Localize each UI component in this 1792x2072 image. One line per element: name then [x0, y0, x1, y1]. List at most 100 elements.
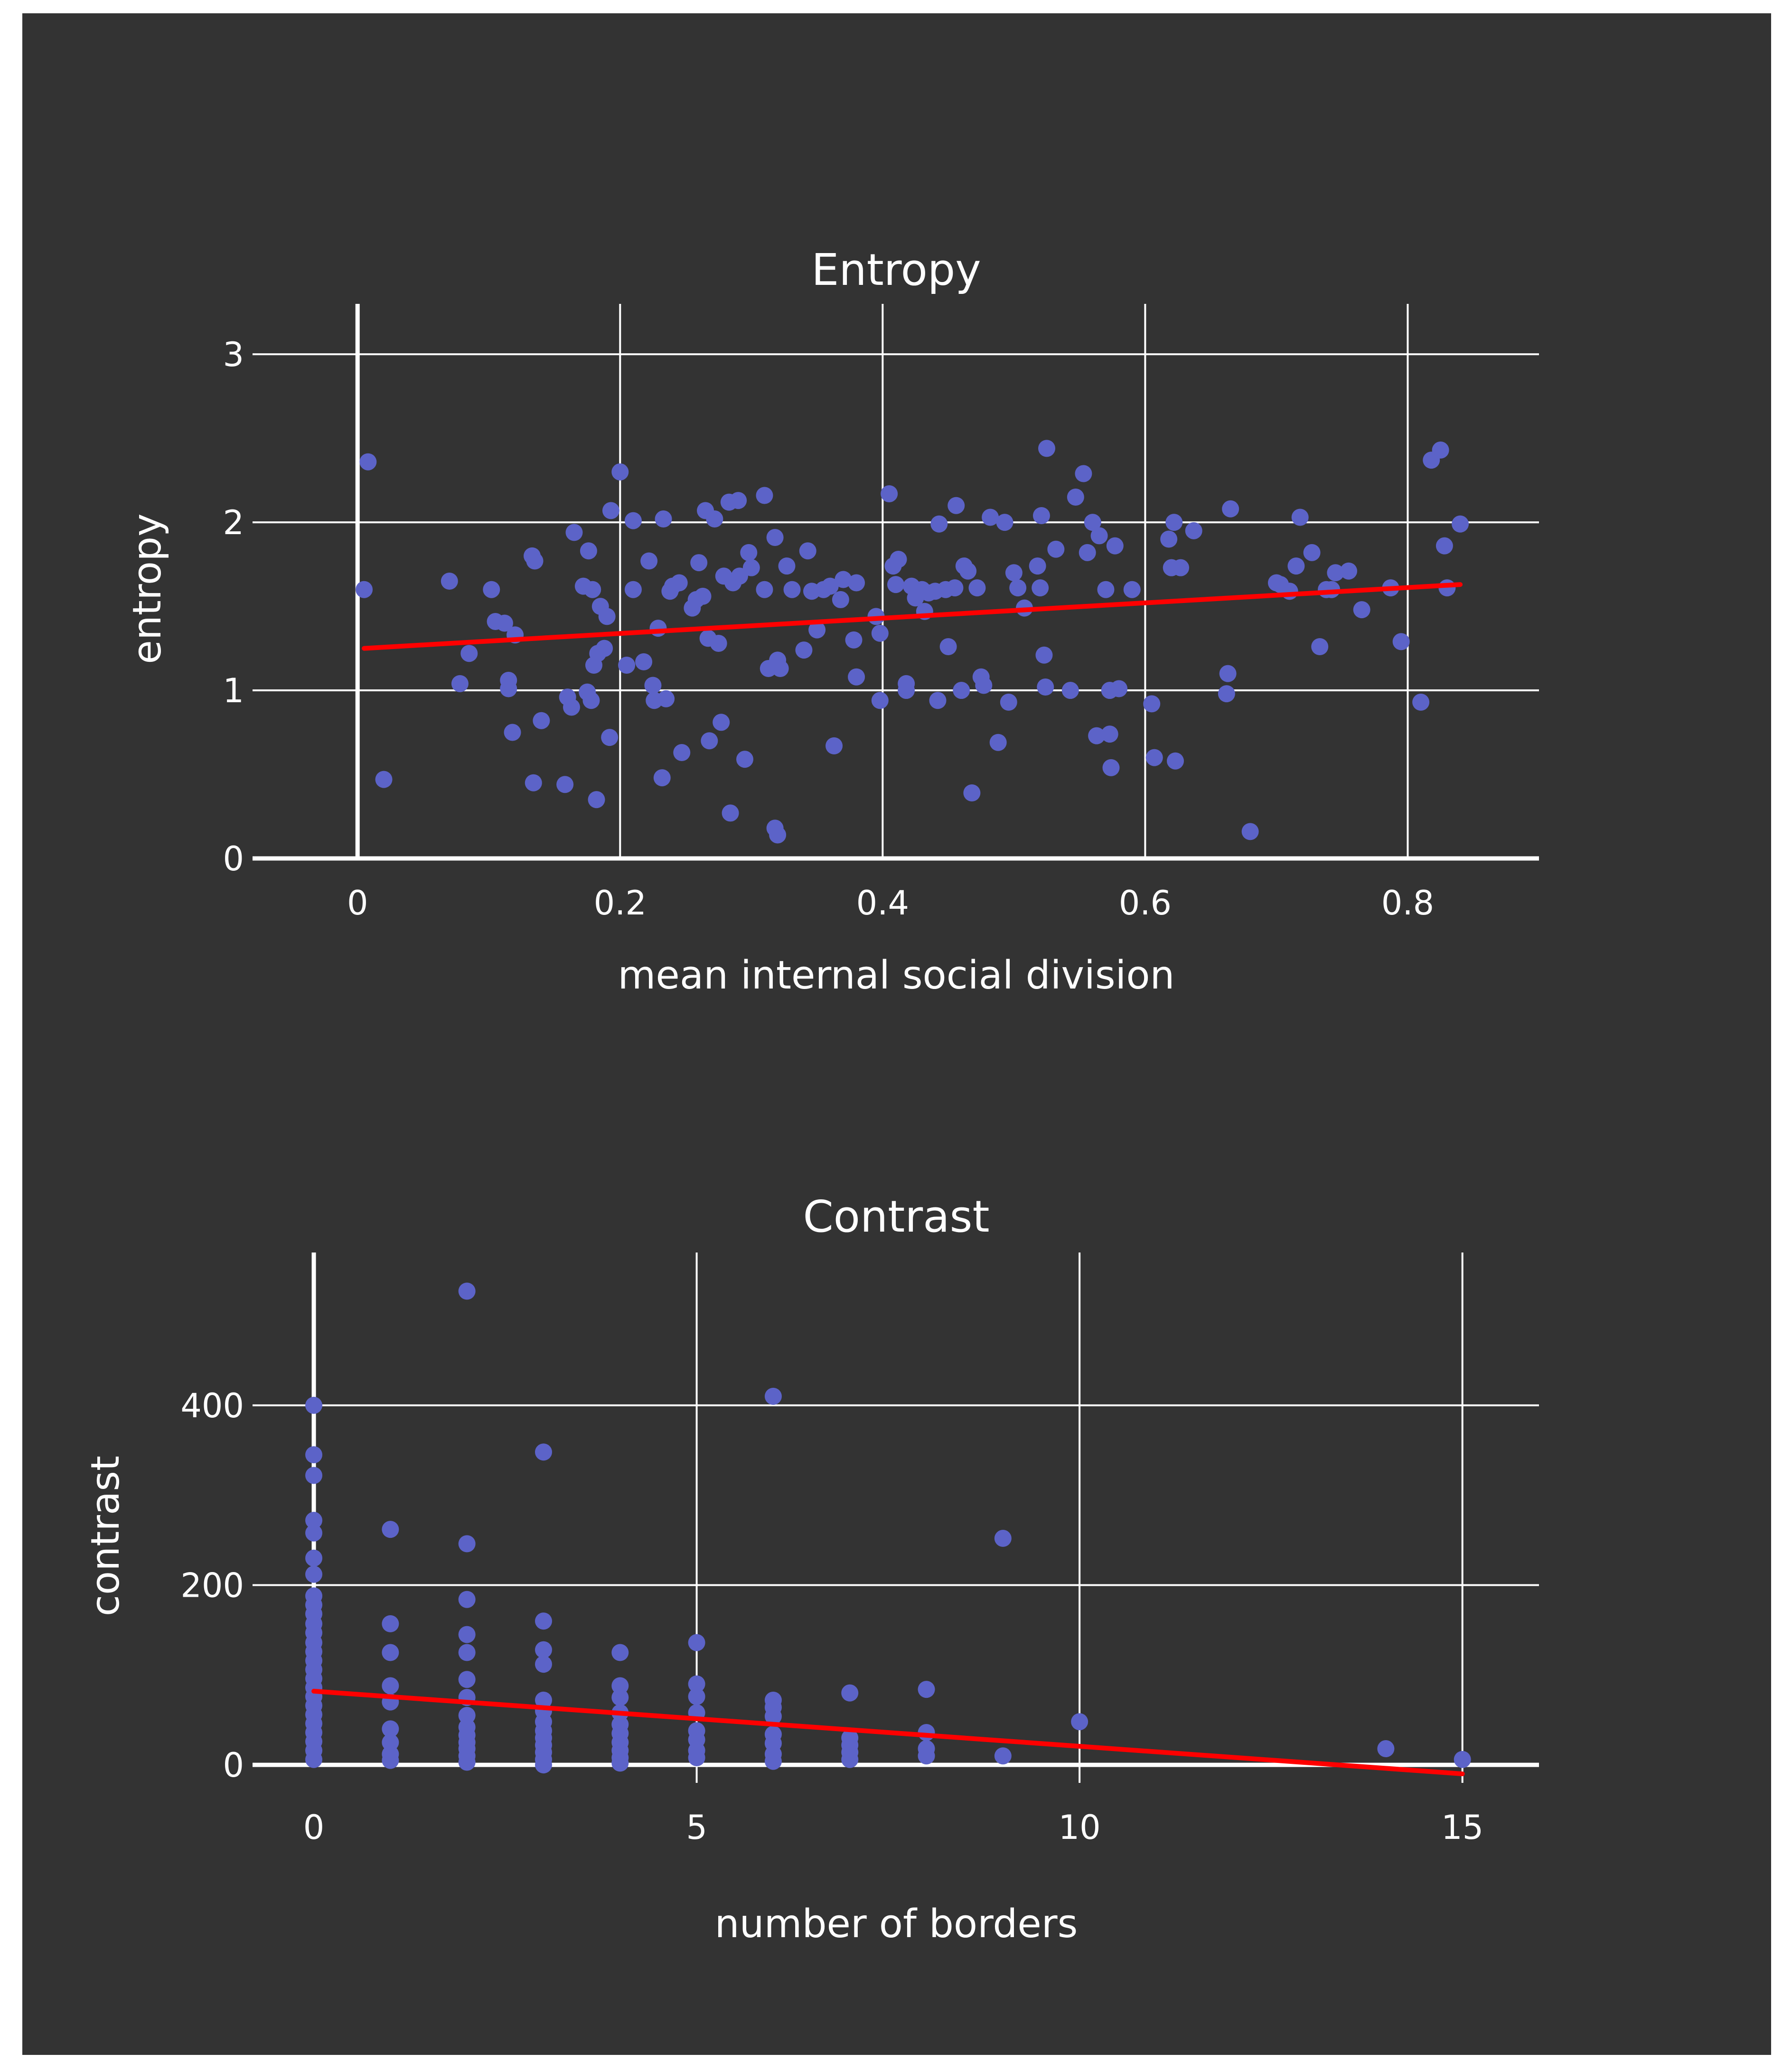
- contrast-point: [1454, 1751, 1471, 1768]
- entropy-point: [1000, 693, 1017, 711]
- entropy-trendline: [362, 582, 1463, 651]
- contrast-point: [382, 1733, 399, 1751]
- entropy-point: [1172, 559, 1190, 576]
- contrast-point: [841, 1684, 859, 1702]
- entropy-point: [848, 574, 865, 592]
- entropy-point: [881, 485, 898, 502]
- entropy-xtick-label: 0.8: [1381, 884, 1434, 923]
- entropy-point: [826, 737, 843, 754]
- entropy-point: [799, 542, 816, 560]
- entropy-point: [1145, 749, 1163, 766]
- entropy-point: [451, 675, 469, 692]
- entropy-point: [694, 587, 712, 605]
- entropy-point: [808, 621, 826, 639]
- entropy-point: [1110, 680, 1128, 697]
- entropy-point: [756, 487, 773, 504]
- entropy-point: [1222, 500, 1239, 518]
- entropy-point: [582, 692, 600, 709]
- contrast-ytick-label: 200: [180, 1566, 244, 1605]
- entropy-point: [375, 771, 393, 788]
- contrast-point: [611, 1644, 629, 1661]
- entropy-xtick-label: 0.6: [1119, 884, 1172, 923]
- entropy-ytick-label: 3: [223, 335, 244, 374]
- entropy-point: [533, 712, 550, 729]
- contrast-ylabel: contrast: [83, 1456, 128, 1616]
- contrast-point: [305, 1751, 323, 1768]
- contrast-point: [382, 1615, 399, 1632]
- entropy-point: [975, 677, 993, 694]
- entropy-point: [783, 581, 801, 598]
- contrast-point: [305, 1512, 323, 1529]
- entropy-point: [730, 492, 747, 509]
- contrast-point: [688, 1675, 705, 1693]
- contrast-point: [382, 1677, 399, 1695]
- entropy-ticks: 0 0.2 0.4 0.6 0.8 0 1 2 3: [223, 335, 1434, 923]
- contrast-point: [305, 1396, 323, 1414]
- contrast-point: [688, 1634, 705, 1651]
- contrast-xtick-label: 15: [1441, 1808, 1483, 1847]
- entropy-point: [736, 751, 753, 768]
- entropy-point: [1075, 465, 1092, 482]
- contrast-xtick-label: 0: [303, 1808, 325, 1847]
- entropy-point: [598, 608, 616, 625]
- entropy-point: [832, 591, 849, 608]
- entropy-point: [756, 581, 773, 598]
- entropy-point: [653, 769, 671, 787]
- entropy-point: [460, 645, 478, 662]
- entropy-point: [982, 509, 999, 526]
- entropy-point: [359, 453, 377, 471]
- contrast-axes: [253, 1253, 1539, 1767]
- entropy-point: [1452, 515, 1469, 533]
- contrast-point: [994, 1530, 1012, 1547]
- entropy-point: [1079, 544, 1096, 561]
- contrast-point: [458, 1707, 476, 1724]
- contrast-point: [305, 1446, 323, 1463]
- entropy-point: [731, 567, 748, 585]
- entropy-point: [946, 579, 964, 597]
- contrast-xlabel: number of borders: [715, 1902, 1078, 1947]
- entropy-point: [525, 774, 542, 791]
- entropy-point: [1047, 540, 1065, 558]
- entropy-point: [624, 512, 642, 529]
- entropy-point: [1032, 579, 1049, 597]
- entropy-point: [1432, 441, 1449, 459]
- contrast-point: [382, 1720, 399, 1738]
- entropy-point: [939, 638, 957, 656]
- contrast-point: [611, 1754, 629, 1772]
- entropy-point: [504, 724, 521, 741]
- entropy-point: [710, 634, 727, 652]
- contrast-title: Contrast: [803, 1191, 989, 1242]
- contrast-point: [458, 1535, 476, 1553]
- contrast-grid: [253, 1253, 1539, 1783]
- entropy-point: [649, 620, 667, 637]
- contrast-point: [764, 1707, 782, 1725]
- entropy-xtick-label: 0: [347, 884, 368, 923]
- entropy-xtick-label: 0.4: [856, 884, 909, 923]
- entropy-point: [968, 579, 986, 597]
- contrast-ytick-label: 400: [180, 1386, 244, 1425]
- entropy-point: [640, 552, 658, 570]
- entropy-point: [887, 576, 904, 593]
- entropy-point: [766, 528, 784, 546]
- entropy-point: [673, 744, 691, 762]
- entropy-point: [1327, 564, 1344, 582]
- contrast-point: [1071, 1713, 1088, 1731]
- entropy-point: [602, 502, 619, 519]
- entropy-point: [1035, 646, 1053, 664]
- contrast-ytick-label: 0: [223, 1746, 244, 1785]
- entropy-point: [526, 552, 544, 570]
- entropy-point: [1219, 665, 1237, 682]
- contrast-point: [535, 1612, 552, 1630]
- contrast-point: [458, 1644, 476, 1661]
- entropy-point: [898, 682, 915, 699]
- entropy-point: [1287, 557, 1305, 575]
- entropy-point: [778, 557, 796, 575]
- entropy-point: [1165, 514, 1183, 531]
- entropy-point: [890, 550, 907, 568]
- contrast-point: [458, 1753, 476, 1771]
- entropy-point: [1009, 579, 1027, 597]
- entropy-point: [580, 542, 597, 560]
- contrast-point: [764, 1752, 782, 1770]
- entropy-point: [1311, 638, 1329, 656]
- contrast-point: [458, 1671, 476, 1688]
